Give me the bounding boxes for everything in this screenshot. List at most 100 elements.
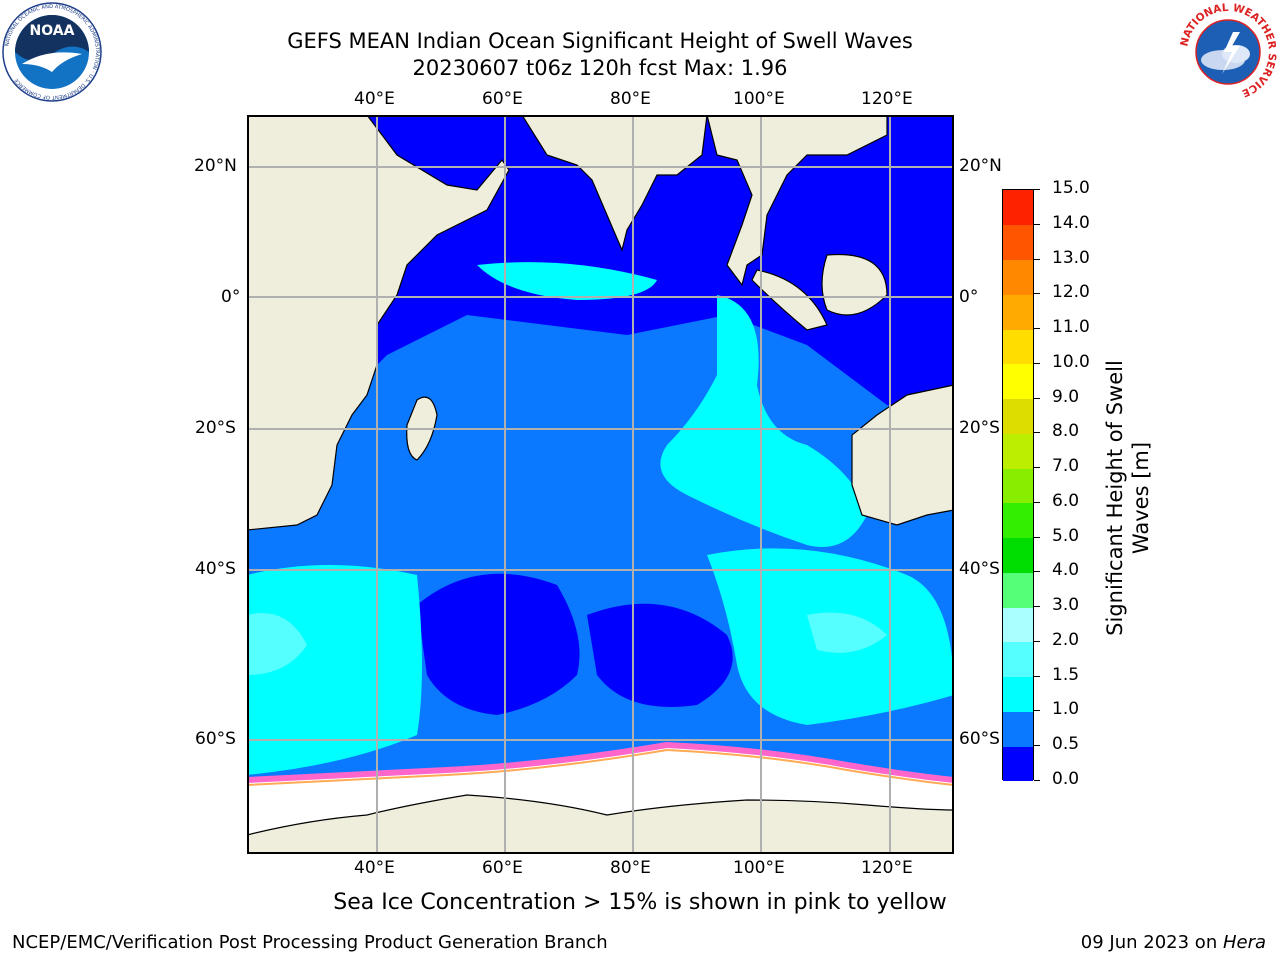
- swell-band-equator: [477, 262, 657, 300]
- lat-label-right-20n: 20°N: [959, 156, 1002, 176]
- sea-ice-caption: Sea Ice Concentration > 15% is shown in …: [333, 890, 947, 915]
- colorbar-segment: [1003, 190, 1033, 226]
- colorbar: [1002, 189, 1034, 782]
- lon-label-bottom-60e: 60°E: [482, 858, 523, 878]
- colorbar-tick-label: 13.0: [1052, 247, 1090, 268]
- colorbar-title: Significant Height of Swell Waves [m]: [1102, 338, 1154, 658]
- colorbar-title-line1: Significant Height of Swell: [1103, 360, 1127, 636]
- lon-label-top-120e: 120°E: [861, 89, 913, 109]
- lat-label-left-0: 0°: [221, 287, 241, 307]
- colorbar-tick: [1034, 223, 1040, 225]
- colorbar-tick: [1034, 501, 1040, 503]
- colorbar-segment: [1003, 329, 1033, 365]
- footer-host: Hera: [1222, 932, 1266, 953]
- sea-ice-edge-inner: [247, 748, 954, 786]
- colorbar-tick-labels: 0.0 0.5 1.0 1.5 2.0 3.0 4.0 5.0 6.0 7.0 8.0 9.0 10.0…: [1034, 0, 1094, 960]
- colorbar-segment: [1003, 572, 1033, 608]
- lon-label-bottom-120e: 120°E: [861, 858, 913, 878]
- map-subtitle: 20230607 t06z 120h fcst Max: 1.96: [412, 56, 788, 80]
- colorbar-tick: [1034, 640, 1040, 642]
- colorbar-tick: [1034, 571, 1040, 573]
- lat-label-right-20s: 20°S: [959, 418, 1000, 438]
- colorbar-segment: [1003, 224, 1033, 260]
- colorbar-tick: [1034, 467, 1040, 469]
- colorbar-segment: [1003, 711, 1033, 747]
- low-swell-patch-1: [417, 573, 580, 715]
- colorbar-tick: [1034, 258, 1040, 260]
- colorbar-tick: [1034, 362, 1040, 364]
- colorbar-tick-label: 1.5: [1052, 664, 1080, 685]
- colorbar-tick: [1034, 780, 1040, 781]
- map-title: GEFS MEAN Indian Ocean Significant Heigh…: [287, 29, 913, 53]
- lat-label-left-60s: 60°S: [195, 729, 236, 749]
- colorbar-tick: [1034, 745, 1040, 747]
- colorbar-segment: [1003, 468, 1033, 504]
- colorbar-tick-label: 4.0: [1052, 560, 1080, 581]
- antarctica-land: [247, 794, 954, 854]
- colorbar-tick-label: 11.0: [1052, 317, 1090, 338]
- colorbar-tick-label: 8.0: [1052, 421, 1080, 442]
- colorbar-segment: [1003, 259, 1033, 295]
- colorbar-segment: [1003, 502, 1033, 539]
- swell-peak-southeast: [807, 612, 887, 653]
- lat-label-left-20n: 20°N: [194, 156, 237, 176]
- footer-date: 09 Jun 2023 on Hera: [1081, 932, 1266, 953]
- colorbar-tick: [1034, 189, 1040, 190]
- colorbar-tick-label: 3.0: [1052, 595, 1080, 616]
- swell-peak-southwest: [247, 613, 307, 675]
- map-frame: [247, 115, 954, 854]
- lon-label-bottom-100e: 100°E: [733, 858, 785, 878]
- lon-label-top-40e: 40°E: [354, 89, 395, 109]
- colorbar-tick: [1034, 293, 1040, 295]
- colorbar-tick: [1034, 536, 1040, 538]
- colorbar-segment: [1003, 398, 1033, 434]
- colorbar-tick-label: 6.0: [1052, 490, 1080, 511]
- colorbar-tick-label: 15.0: [1052, 178, 1090, 198]
- colorbar-tick-label: 2.0: [1052, 629, 1080, 650]
- lon-label-top-80e: 80°E: [610, 89, 651, 109]
- wave-height-map: [247, 115, 954, 854]
- colorbar-segment: [1003, 641, 1033, 678]
- colorbar-tick-label: 5.0: [1052, 525, 1080, 546]
- sumatra-land: [751, 269, 828, 331]
- footer-date-text: 09 Jun 2023 on: [1080, 932, 1223, 953]
- colorbar-tick: [1034, 606, 1040, 608]
- colorbar-tick-label: 7.0: [1052, 456, 1080, 477]
- colorbar-segment: [1003, 607, 1033, 643]
- lon-label-top-60e: 60°E: [482, 89, 523, 109]
- colorbar-title-wrap: Significant Height of Swell Waves [m]: [968, 360, 1280, 636]
- lat-label-right-40s: 40°S: [959, 559, 1000, 579]
- colorbar-segment: [1003, 746, 1033, 782]
- noaa-logo: NOAA NATIONAL OCEANIC AND ATMOSPHERIC AD…: [2, 2, 102, 102]
- colorbar-segment: [1003, 537, 1033, 573]
- colorbar-segment: [1003, 676, 1033, 712]
- nws-logo: NATIONAL WEATHER SERVICE: [1178, 2, 1278, 102]
- colorbar-tick-label: 12.0: [1052, 282, 1090, 303]
- swell-band-east: [660, 295, 867, 547]
- lon-label-top-100e: 100°E: [733, 89, 785, 109]
- colorbar-tick-label: 0.0: [1052, 769, 1080, 789]
- colorbar-tick: [1034, 432, 1040, 434]
- lon-label-bottom-40e: 40°E: [354, 858, 395, 878]
- lon-label-bottom-80e: 80°E: [610, 858, 651, 878]
- colorbar-tick-label: 9.0: [1052, 386, 1080, 407]
- colorbar-segment: [1003, 363, 1033, 400]
- lat-label-right-0: 0°: [959, 287, 979, 307]
- colorbar-tick: [1034, 397, 1040, 399]
- colorbar-tick-label: 1.0: [1052, 699, 1080, 720]
- sea-ice-edge: [247, 741, 954, 783]
- colorbar-tick-label: 14.0: [1052, 212, 1090, 233]
- colorbar-tick-label: 0.5: [1052, 734, 1080, 755]
- colorbar-segment: [1003, 294, 1033, 330]
- low-swell-patch-2: [587, 603, 733, 707]
- graticule: [247, 115, 954, 854]
- colorbar-title-line2: Waves [m]: [1129, 441, 1153, 555]
- colorbar-tick: [1034, 710, 1040, 712]
- australia-land: [851, 384, 954, 526]
- lat-label-right-60s: 60°S: [959, 729, 1000, 749]
- india-land: [521, 115, 708, 252]
- borneo-land: [821, 253, 888, 316]
- lat-label-left-40s: 40°S: [195, 559, 236, 579]
- colorbar-tick-label: 10.0: [1052, 351, 1090, 372]
- colorbar-tick: [1034, 675, 1040, 677]
